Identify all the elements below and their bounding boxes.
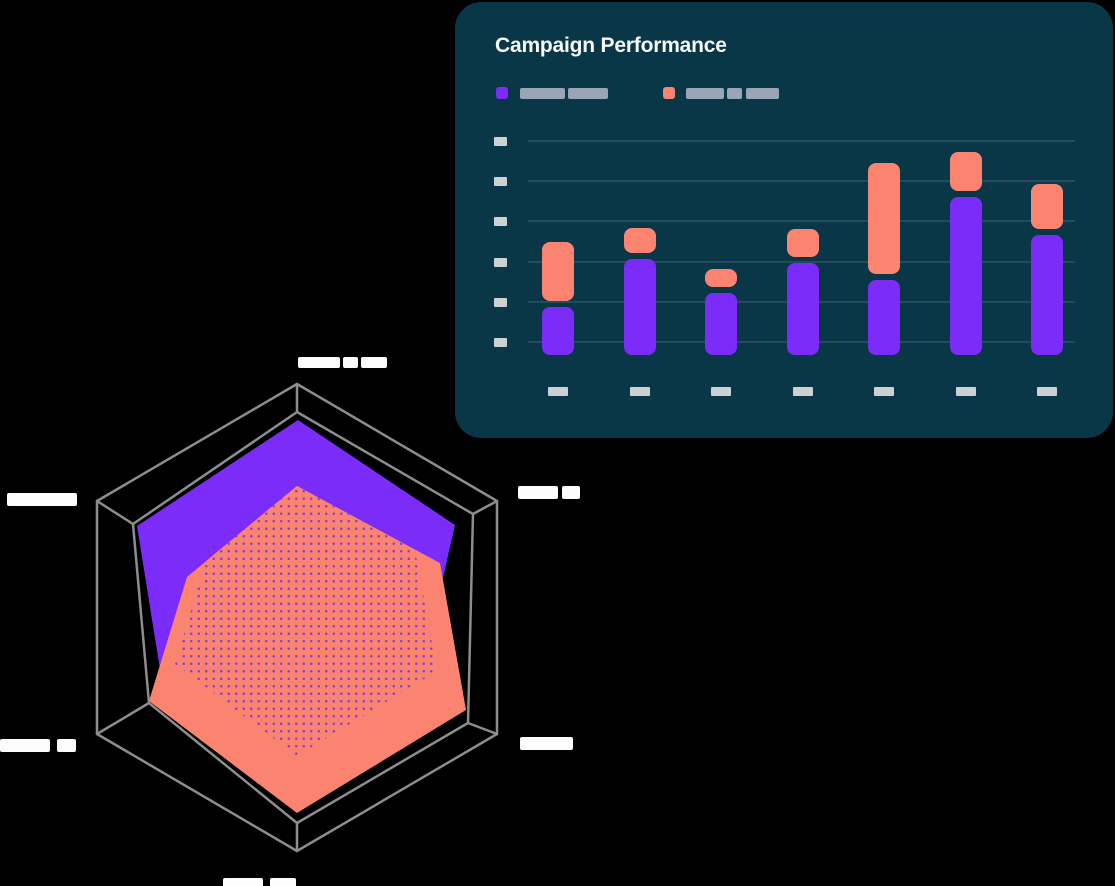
legend-label-placeholder-block <box>727 87 742 99</box>
bar-segment-purple <box>868 280 900 355</box>
radar-grid-connector <box>95 499 135 526</box>
x-axis-label-placeholder <box>548 387 568 396</box>
bar-segment-salmon <box>786 229 819 257</box>
x-axis-label-placeholder <box>1037 387 1057 396</box>
radar-axis-label-placeholder-bottom <box>270 878 296 886</box>
radar-axis-label-placeholder-top <box>298 357 340 368</box>
x-axis-label-placeholder <box>874 387 894 396</box>
bar-segment-purple <box>542 307 574 355</box>
y-axis-tick-placeholder <box>494 337 507 347</box>
radar-axis-label-placeholder-lower-right <box>520 737 573 750</box>
bar-segment-salmon <box>949 152 982 191</box>
bar-segment-purple <box>786 263 819 355</box>
legend-label-placeholder-block <box>746 87 779 99</box>
radar-grid-connector <box>466 721 499 736</box>
y-axis-tick-placeholder <box>494 176 507 186</box>
gridline <box>528 261 1075 263</box>
x-axis-label-placeholder <box>792 387 813 396</box>
gridline <box>528 140 1075 142</box>
radar-grid-connector <box>471 499 499 516</box>
y-axis-tick-placeholder <box>494 216 507 226</box>
legend-swatch-series-purple <box>496 87 508 99</box>
bar-segment-salmon <box>623 228 656 253</box>
radar-axis-label-placeholder-upper-left <box>7 493 77 506</box>
bar-segment-purple <box>705 293 737 355</box>
radar-axis-label-placeholder-top <box>361 357 387 368</box>
legend-label-placeholder-block <box>686 87 724 99</box>
bar-segment-salmon <box>542 242 574 301</box>
radar-series-dotted-overlay <box>175 486 437 756</box>
gridline <box>528 220 1075 222</box>
bar-segment-salmon <box>705 269 737 287</box>
radar-axis-label-placeholder-lower-left <box>57 739 76 752</box>
y-axis-tick-placeholder <box>494 257 507 267</box>
y-axis-tick-placeholder <box>494 136 507 146</box>
campaign-performance-card: Campaign Performance <box>455 2 1113 438</box>
bar-segment-purple <box>623 259 656 355</box>
radar-grid-connector <box>95 701 151 736</box>
legend-label-placeholder-block <box>568 87 608 99</box>
y-axis-tick-placeholder <box>494 297 507 307</box>
x-axis-label-placeholder <box>629 387 650 396</box>
x-axis-label-placeholder <box>711 387 731 396</box>
bar-segment-salmon <box>868 163 900 274</box>
gridline <box>528 180 1075 182</box>
radar-axis-label-placeholder-lower-left <box>0 739 50 752</box>
bar-segment-salmon <box>1031 184 1063 229</box>
x-axis-label-placeholder <box>955 387 976 396</box>
radar-axis-label-placeholder-top <box>343 357 358 368</box>
radar-axis-label-placeholder-upper-right <box>562 486 580 499</box>
bar-segment-purple <box>949 197 982 355</box>
card-title: Campaign Performance <box>495 34 727 57</box>
legend-label-placeholder-block <box>520 87 565 99</box>
radar-axis-label-placeholder-upper-right <box>518 486 558 499</box>
legend-swatch-series-salmon <box>663 87 675 99</box>
radar-axis-label-placeholder-bottom <box>223 878 263 886</box>
bar-segment-purple <box>1031 235 1063 355</box>
